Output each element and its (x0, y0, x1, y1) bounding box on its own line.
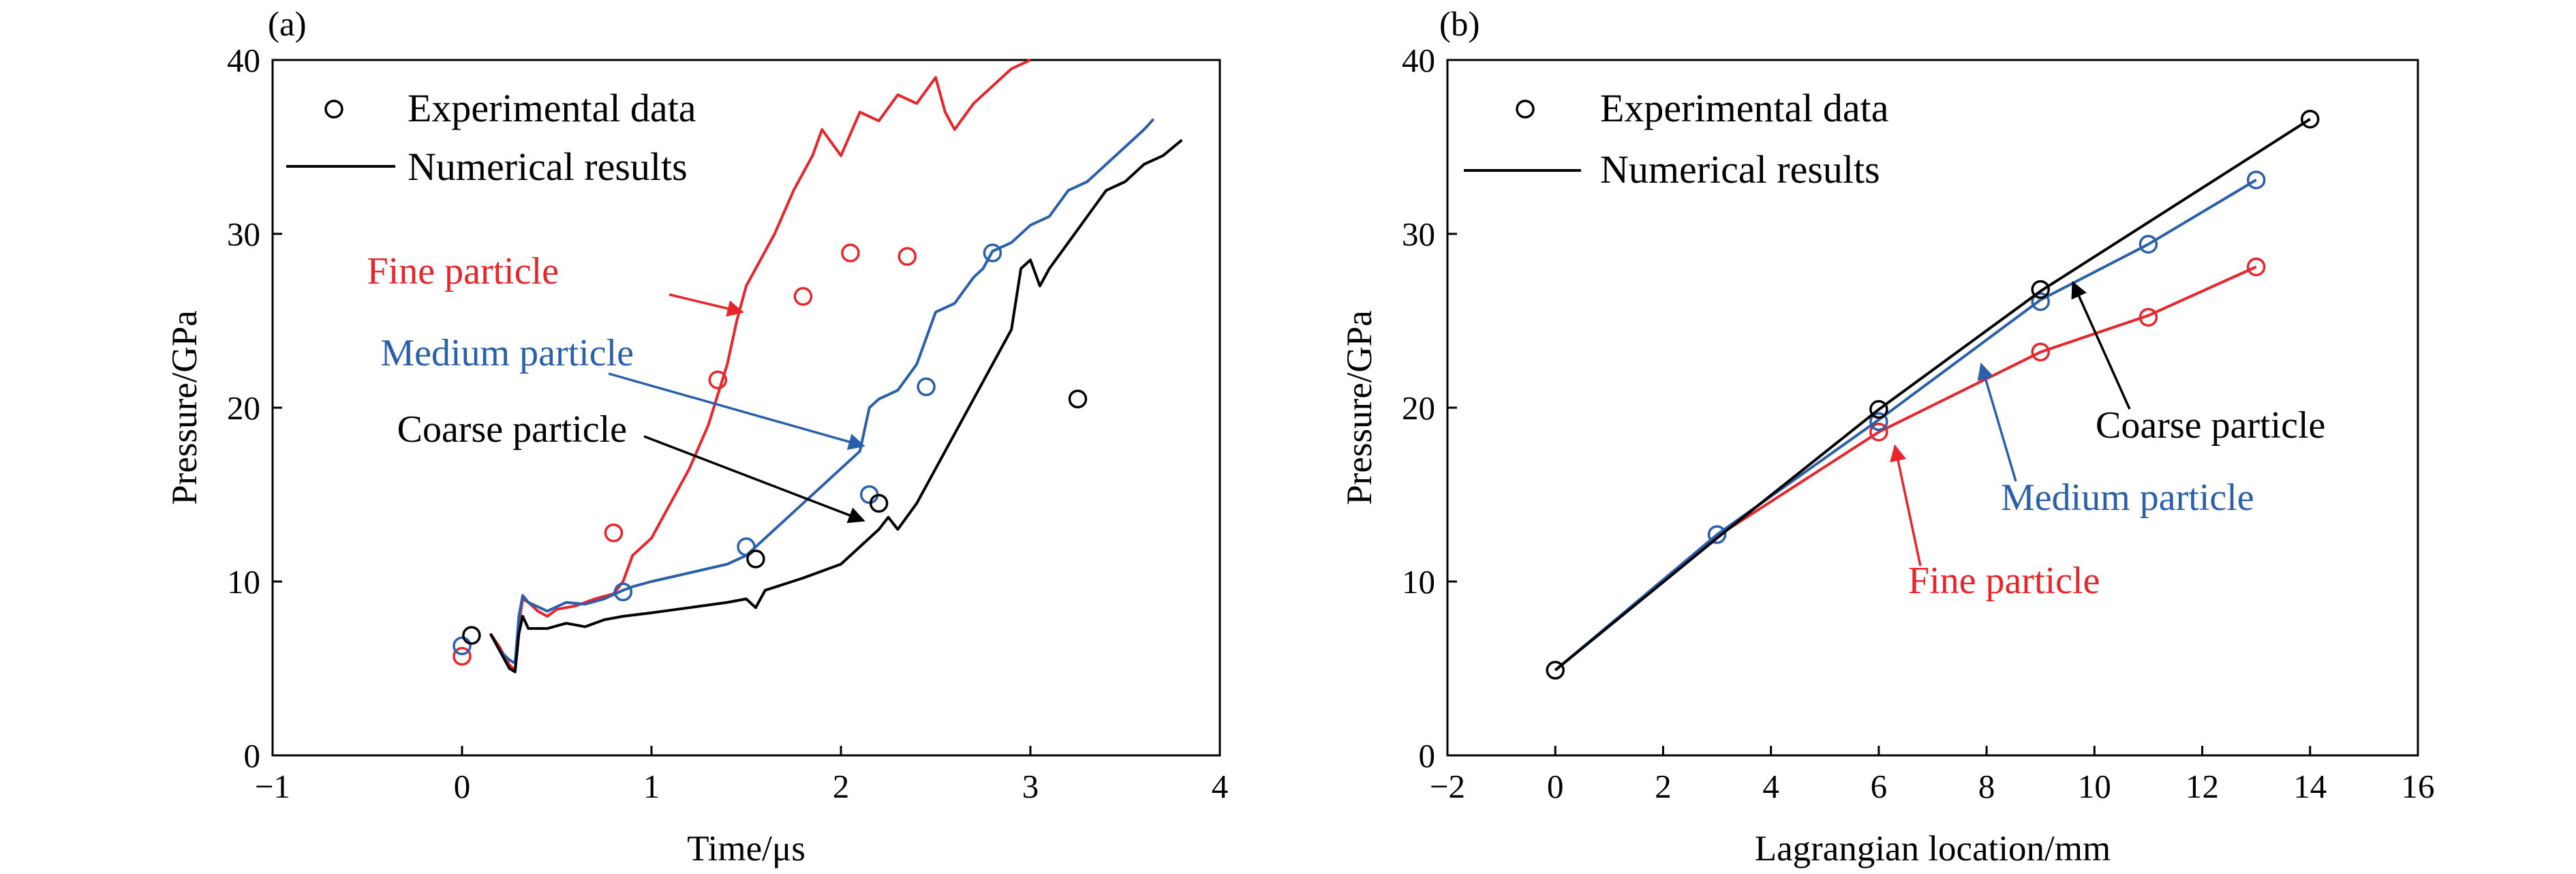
legend-label: Numerical results (408, 145, 688, 189)
data-point-medium-particle (917, 377, 936, 397)
data-point-coarse-particle (869, 494, 889, 513)
x-tick-label: 3 (1022, 768, 1039, 805)
data-point-fine-particle (453, 646, 472, 666)
legend-label: Numerical results (1600, 147, 1880, 192)
x-tick-label: 0 (454, 768, 471, 805)
data-point-fine-particle (2031, 342, 2050, 362)
x-tick-label: 1 (643, 768, 660, 805)
legend-marker-circle (324, 100, 343, 119)
data-point-medium-particle (737, 537, 756, 556)
x-axis-label: Time/μs (687, 829, 806, 869)
x-tick-label: 2 (833, 768, 850, 805)
x-tick-label: −1 (255, 768, 290, 805)
y-tick-label: 20 (227, 389, 260, 427)
legend-label: Experimental data (1600, 86, 1889, 130)
annotation-arrow-medium-particle (1977, 362, 2017, 482)
x-axis-label: Lagrangian location/mm (1755, 829, 2111, 869)
y-axis-label: Pressure/GPa (1340, 310, 1379, 505)
data-point-fine-particle (604, 523, 624, 543)
y-tick-label: 10 (227, 563, 260, 601)
annotation-arrow-fine-particle (1890, 444, 1922, 567)
x-tick-label: −2 (1430, 768, 1465, 805)
x-tick-label: 12 (2186, 768, 2219, 805)
legend-b: Experimental data Numerical results (1464, 86, 1889, 192)
annotation-coarse-particle: Coarse particle (397, 408, 627, 451)
legend-a: Experimental data Numerical results (286, 86, 696, 189)
y-tick-label: 30 (227, 215, 260, 253)
data-point-fine-particle (1869, 422, 1888, 442)
annotation-arrow-coarse-particle (643, 435, 865, 524)
data-point-medium-particle (2246, 170, 2266, 190)
series-line-medium-particle (1554, 179, 2257, 672)
x-tick-label: 6 (1871, 768, 1888, 805)
data-point-coarse-particle (462, 626, 481, 645)
x-tick-label: 4 (1762, 768, 1779, 805)
data-point-medium-particle (613, 582, 633, 602)
y-tick-label: 40 (227, 42, 260, 79)
series-line-medium-particle (489, 118, 1155, 665)
data-point-coarse-particle (1068, 389, 1088, 408)
annotation-medium-particle: Medium particle (380, 332, 634, 374)
data-point-fine-particle (898, 247, 917, 266)
x-tick-label: 4 (1212, 768, 1229, 805)
x-tick-label: 10 (2078, 768, 2111, 805)
annotation-arrow-coarse-particle (2071, 281, 2131, 410)
y-tick-label: 10 (1402, 563, 1435, 601)
panel-label: (b) (1439, 5, 1479, 44)
data-point-fine-particle (2138, 307, 2158, 327)
legend-label: Experimental data (408, 86, 696, 130)
data-point-medium-particle (983, 243, 1002, 262)
annotation-fine-particle: Fine particle (367, 250, 559, 292)
data-point-coarse-particle (746, 549, 765, 569)
panel-a: −1 0 1 2 3 4010203040Time/μsPressure/GPa(a)Fi… (165, 5, 1228, 869)
data-point-fine-particle (2246, 257, 2266, 277)
data-point-coarse-particle (1546, 661, 1565, 680)
data-point-medium-particle (2138, 235, 2158, 254)
legend-marker-circle (1516, 100, 1535, 119)
y-axis-label: Pressure/GPa (165, 310, 204, 505)
data-point-coarse-particle (1869, 400, 1888, 419)
data-point-medium-particle (453, 636, 472, 656)
y-tick-label: 20 (1402, 389, 1435, 427)
data-point-medium-particle (2031, 292, 2050, 312)
y-tick-label: 0 (244, 737, 261, 774)
data-point-medium-particle (1869, 412, 1888, 432)
data-point-coarse-particle (2031, 280, 2050, 299)
panel-label: (a) (268, 5, 307, 44)
data-point-fine-particle (708, 370, 728, 389)
series-line-coarse-particle (1554, 118, 2311, 672)
annotation-arrow-medium-particle (608, 372, 865, 450)
series-line-coarse-particle (489, 138, 1183, 674)
data-point-coarse-particle (2301, 109, 2320, 129)
y-tick-label: 40 (1402, 42, 1435, 79)
x-tick-label: 0 (1547, 768, 1564, 805)
x-tick-label: 8 (1978, 768, 1995, 805)
x-tick-label: 16 (2402, 768, 2435, 805)
annotation-medium-particle: Medium particle (2001, 477, 2254, 519)
data-point-medium-particle (1707, 525, 1727, 544)
data-point-fine-particle (841, 243, 860, 262)
x-tick-label: 14 (2293, 768, 2327, 805)
annotation-arrow-fine-particle (669, 293, 744, 317)
annotation-fine-particle: Fine particle (1908, 560, 2100, 602)
y-tick-label: 0 (1419, 737, 1436, 774)
annotation-coarse-particle: Coarse particle (2096, 404, 2325, 447)
x-tick-label: 2 (1655, 768, 1672, 805)
data-point-fine-particle (793, 287, 813, 306)
y-tick-label: 30 (1402, 215, 1435, 253)
